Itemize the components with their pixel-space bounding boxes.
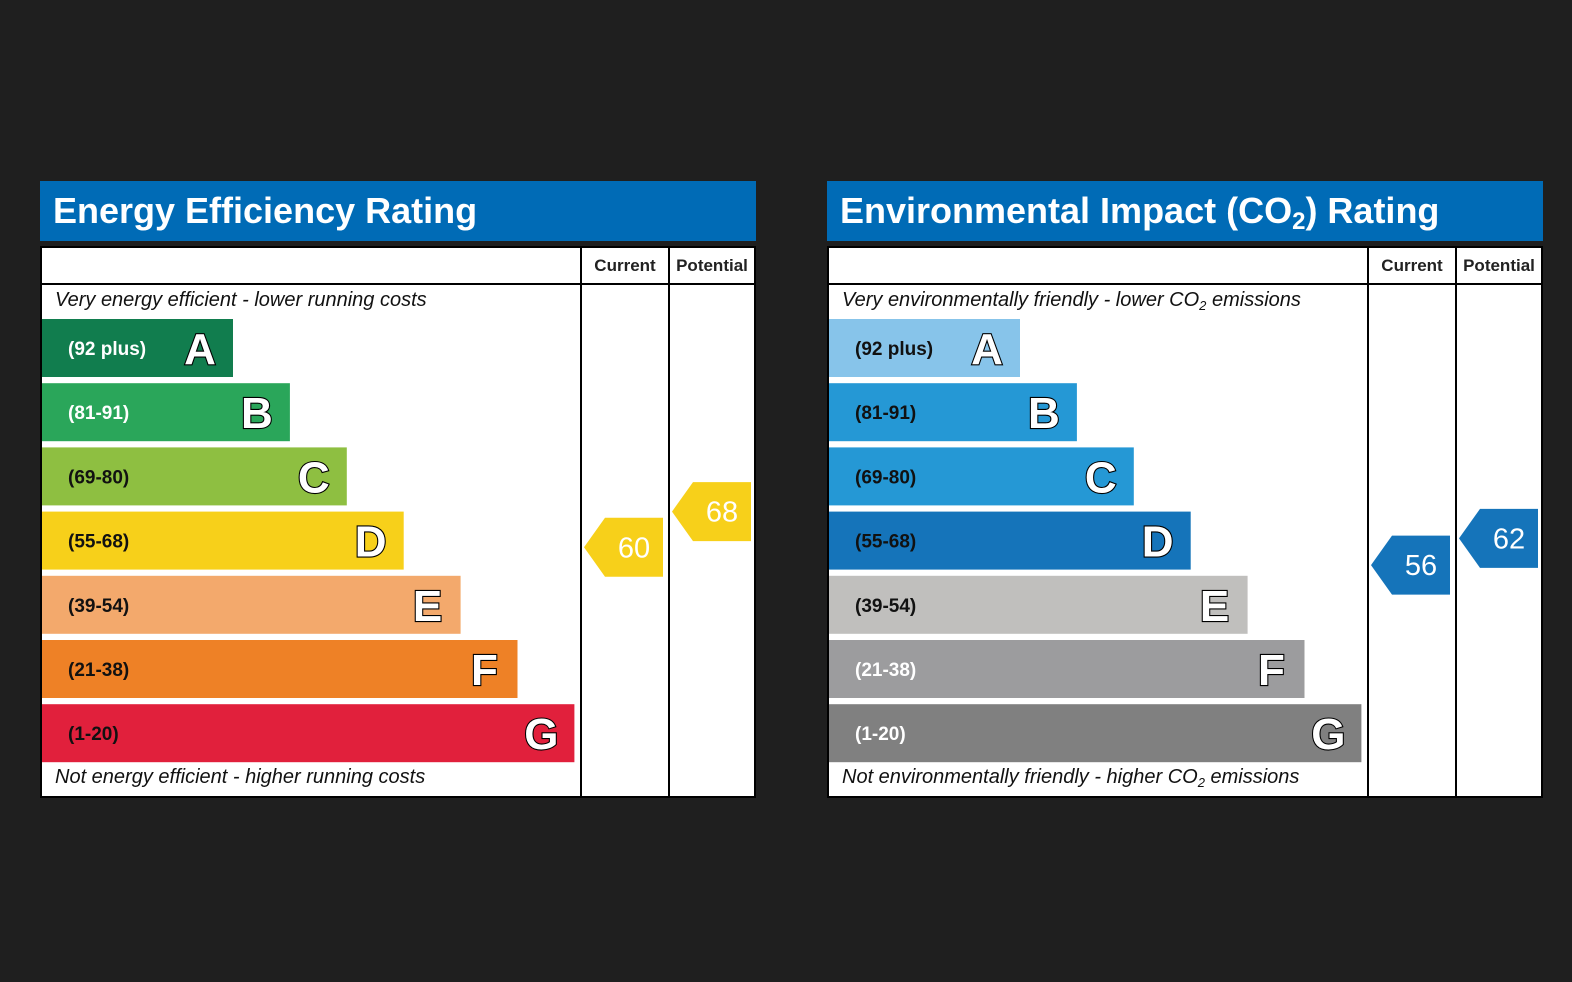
band-bar-a	[42, 319, 233, 377]
environmental-impact-chart-box: Current Potential Very environmentally f…	[827, 246, 1543, 798]
band-letter-label: B	[1028, 389, 1060, 438]
potential-column-header: Potential	[676, 256, 748, 275]
top-note-text-end: emissions	[1206, 289, 1301, 311]
band-bar-b	[42, 383, 290, 442]
band-range-label: (55-68)	[68, 532, 129, 553]
current-column-header: Current	[594, 256, 656, 275]
bottom-note: Not energy efficient - higher running co…	[55, 766, 426, 788]
energy-efficiency-chart-box: Current Potential Very energy efficient …	[40, 246, 756, 798]
bottom-note-text-end: emissions	[1204, 766, 1300, 788]
current-score-arrow	[1371, 535, 1450, 595]
band-range-label: (39-54)	[68, 596, 129, 617]
band-range-label: (92 plus)	[68, 339, 146, 360]
band-bar-g	[829, 704, 1362, 763]
band-letter-label: C	[298, 453, 330, 502]
band-letter-label: B	[241, 389, 273, 438]
band-letter-label: D	[1142, 518, 1174, 567]
energy-efficiency-panel: Energy Efficiency Rating Current Potenti…	[40, 181, 756, 798]
title-text-end: ) Rating	[1305, 190, 1440, 231]
current-score-arrow	[584, 517, 663, 577]
band-bar-c	[42, 447, 347, 506]
environmental-impact-title: Environmental Impact (CO2) Rating	[827, 181, 1543, 241]
band-bar-d	[42, 511, 404, 570]
band-bar-f	[42, 640, 518, 698]
band-letter-label: C	[1085, 453, 1117, 502]
band-bar-e	[829, 575, 1248, 634]
band-range-label: (21-38)	[68, 660, 129, 681]
title-subscript: 2	[1292, 208, 1306, 235]
band-range-label: (92 plus)	[855, 339, 933, 360]
band-bar-c	[829, 447, 1134, 506]
potential-score-arrow	[672, 482, 751, 542]
potential-score-arrow	[1459, 508, 1538, 568]
current-column-header: Current	[1381, 256, 1443, 275]
bottom-note: Not environmentally friendly - higher CO…	[842, 766, 1299, 789]
band-bar-f	[829, 640, 1305, 698]
band-letter-label: F	[1258, 646, 1285, 695]
band-bar-d	[829, 511, 1191, 570]
band-letter-label: G	[1311, 710, 1345, 759]
environmental-impact-panel: Environmental Impact (CO2) Rating Curren…	[827, 181, 1543, 798]
band-bar-e	[42, 575, 461, 634]
band-range-label: (55-68)	[855, 532, 916, 553]
band-range-label: (1-20)	[855, 724, 906, 745]
current-score-value: 56	[1405, 550, 1437, 582]
band-letter-label: A	[184, 325, 216, 374]
band-bar-g	[42, 704, 575, 763]
column-divider	[668, 248, 670, 796]
column-divider	[1367, 248, 1369, 796]
band-range-label: (39-54)	[855, 596, 916, 617]
band-letter-label: E	[413, 582, 442, 631]
top-note-subscript: 2	[1199, 298, 1207, 313]
energy-efficiency-bands: (92 plus) A (81-91) B (69-80) C (55-68) D (39-54…	[42, 319, 751, 763]
potential-score-value: 62	[1493, 523, 1525, 555]
band-range-label: (81-91)	[855, 403, 916, 424]
band-letter-label: F	[471, 646, 498, 695]
band-letter-label: E	[1200, 582, 1229, 631]
band-range-label: (1-20)	[68, 724, 119, 745]
band-range-label: (21-38)	[855, 660, 916, 681]
environmental-impact-bands: (92 plus) A (81-91) B (69-80) C (55-68) D (39-54…	[829, 319, 1538, 763]
band-range-label: (69-80)	[855, 467, 916, 488]
top-note-text: Very environmentally friendly - lower CO	[842, 289, 1200, 311]
band-range-label: (81-91)	[68, 403, 129, 424]
header-divider	[42, 283, 754, 285]
band-bar-b	[829, 383, 1077, 442]
bottom-note-subscript: 2	[1197, 775, 1205, 790]
energy-efficiency-title: Energy Efficiency Rating	[40, 181, 756, 241]
potential-score-value: 68	[706, 497, 738, 529]
column-divider	[1455, 248, 1457, 796]
current-score-value: 60	[618, 532, 650, 564]
potential-column-header: Potential	[1463, 256, 1535, 275]
header-divider	[829, 283, 1541, 285]
band-letter-label: D	[355, 518, 387, 567]
band-bar-a	[829, 319, 1020, 377]
column-divider	[580, 248, 582, 796]
band-letter-label: A	[971, 325, 1003, 374]
bottom-note-text: Not environmentally friendly - higher CO	[842, 766, 1198, 788]
band-letter-label: G	[524, 710, 558, 759]
top-note: Very energy efficient - lower running co…	[55, 289, 427, 311]
top-note: Very environmentally friendly - lower CO…	[842, 289, 1301, 312]
band-range-label: (69-80)	[68, 467, 129, 488]
title-text: Environmental Impact (CO	[840, 190, 1293, 231]
